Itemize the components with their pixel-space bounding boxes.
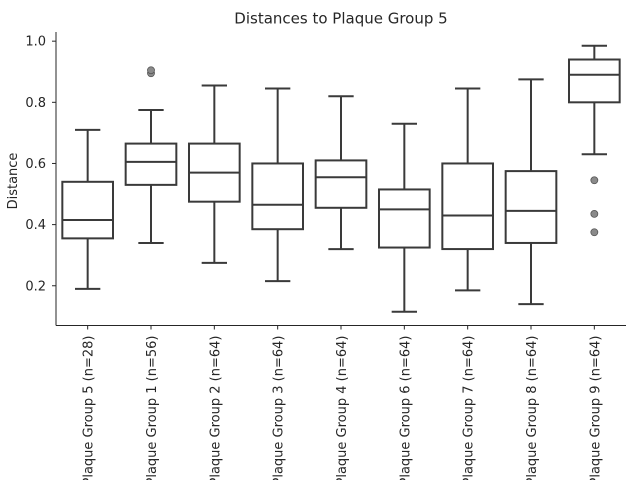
x-tick-label: Plaque Group 8 (n=64) bbox=[525, 336, 540, 480]
box-group bbox=[314, 95, 368, 251]
box-group bbox=[568, 44, 621, 237]
box-body bbox=[251, 162, 304, 231]
box-body bbox=[441, 162, 495, 251]
x-tick-label: Plaque Group 1 (n=56) bbox=[145, 336, 160, 480]
outlier-point bbox=[590, 176, 599, 185]
y-axis-label: Distance bbox=[6, 153, 21, 210]
x-axis-ticks: Plaque Group 5 (n=28) Plaque Group 1 (n=5… bbox=[82, 325, 603, 480]
box-group bbox=[251, 87, 304, 283]
box-body bbox=[568, 58, 621, 104]
box-body bbox=[124, 142, 178, 186]
y-tick-label: 1.0 bbox=[25, 35, 46, 50]
chart-title: Distances to Plaque Group 5 bbox=[234, 10, 447, 28]
outlier-point bbox=[147, 66, 155, 75]
x-tick-label: Plaque Group 3 (n=64) bbox=[272, 336, 287, 480]
y-tick-label: 0.2 bbox=[25, 279, 46, 294]
y-tick-label: 0.8 bbox=[25, 96, 46, 111]
y-tick-label: 0.4 bbox=[25, 218, 46, 233]
box-group bbox=[124, 66, 178, 244]
x-tick-label: Plaque Group 9 (n=64) bbox=[588, 336, 603, 480]
box-group bbox=[504, 78, 558, 306]
box-body bbox=[504, 170, 558, 244]
box-group bbox=[61, 128, 114, 290]
x-tick-label: Plaque Group 2 (n=64) bbox=[208, 336, 223, 480]
box-group bbox=[188, 84, 241, 264]
outlier-point bbox=[590, 210, 599, 218]
box-body bbox=[378, 188, 431, 249]
x-tick-label: Plaque Group 7 (n=64) bbox=[462, 336, 477, 480]
box-group bbox=[441, 87, 495, 292]
box-group bbox=[378, 122, 431, 313]
y-tick-label: 0.6 bbox=[25, 157, 46, 172]
x-tick-label: Plaque Group 4 (n=64) bbox=[335, 336, 350, 480]
outlier-point bbox=[590, 228, 599, 237]
x-tick-label: Plaque Group 6 (n=64) bbox=[398, 336, 413, 480]
y-axis-ticks: 0.2 0.4 0.6 0.8 1.0 bbox=[25, 35, 56, 294]
boxes bbox=[61, 44, 621, 313]
box-body bbox=[61, 180, 114, 240]
x-tick-label: Plaque Group 5 (n=28) bbox=[82, 336, 97, 480]
box-body bbox=[314, 159, 368, 209]
